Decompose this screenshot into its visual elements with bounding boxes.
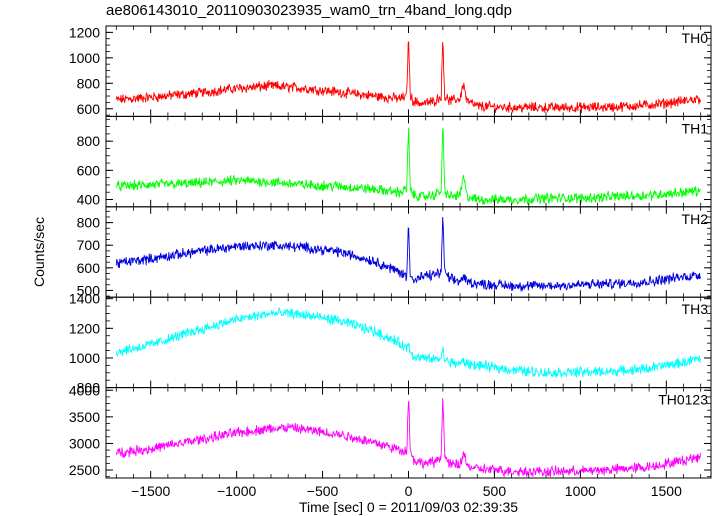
- y-tick-label: 600: [77, 101, 101, 117]
- panel-label-th2: TH2: [682, 211, 709, 227]
- y-tick-label: 3000: [69, 435, 100, 451]
- y-axis-label: Counts/sec: [31, 217, 47, 287]
- y-tick-label: 500: [77, 282, 101, 298]
- y-tick-label: 400: [77, 192, 101, 208]
- x-tick-label: 1000: [565, 483, 596, 499]
- x-tick-label: −1500: [131, 483, 171, 499]
- panel-label-th3: TH3: [682, 301, 709, 317]
- y-tick-label: 3500: [69, 409, 100, 425]
- x-tick-label: 1500: [651, 483, 682, 499]
- panel-label-th1: TH1: [682, 120, 709, 136]
- panel-label-th0123: TH0123: [658, 392, 708, 408]
- y-tick-label: 800: [77, 133, 101, 149]
- panel-label-th0: TH0: [682, 30, 709, 46]
- y-tick-label: 600: [77, 260, 101, 276]
- x-tick-label: 0: [405, 483, 413, 499]
- y-tick-label: 4000: [69, 382, 100, 398]
- series-line-th0: [115, 41, 701, 114]
- x-tick-label: −1000: [217, 483, 257, 499]
- y-tick-label: 800: [77, 215, 101, 231]
- series-line-th2: [115, 216, 701, 292]
- y-tick-label: 700: [77, 237, 101, 253]
- y-tick-label: 1400: [69, 291, 100, 307]
- series-line-th3: [115, 307, 701, 379]
- y-tick-label: 1000: [69, 350, 100, 366]
- series-line-th1: [115, 127, 701, 206]
- series-line-th0123: [115, 397, 701, 478]
- x-tick-label: 500: [483, 483, 507, 499]
- y-tick-label: 600: [77, 162, 101, 178]
- chart-title: ae806143010_20110903023935_wam0_trn_4ban…: [106, 2, 512, 19]
- y-tick-label: 800: [77, 75, 101, 91]
- y-tick-label: 2500: [69, 462, 100, 478]
- y-tick-label: 1000: [69, 50, 100, 66]
- y-tick-label: 1200: [69, 320, 100, 336]
- x-axis-label: Time [sec] 0 = 2011/09/03 02:39:35: [299, 499, 518, 515]
- x-tick-label: −500: [307, 483, 339, 499]
- y-tick-label: 800: [77, 380, 101, 396]
- y-tick-label: 1200: [69, 24, 100, 40]
- panel-frame-th3: [105, 296, 712, 389]
